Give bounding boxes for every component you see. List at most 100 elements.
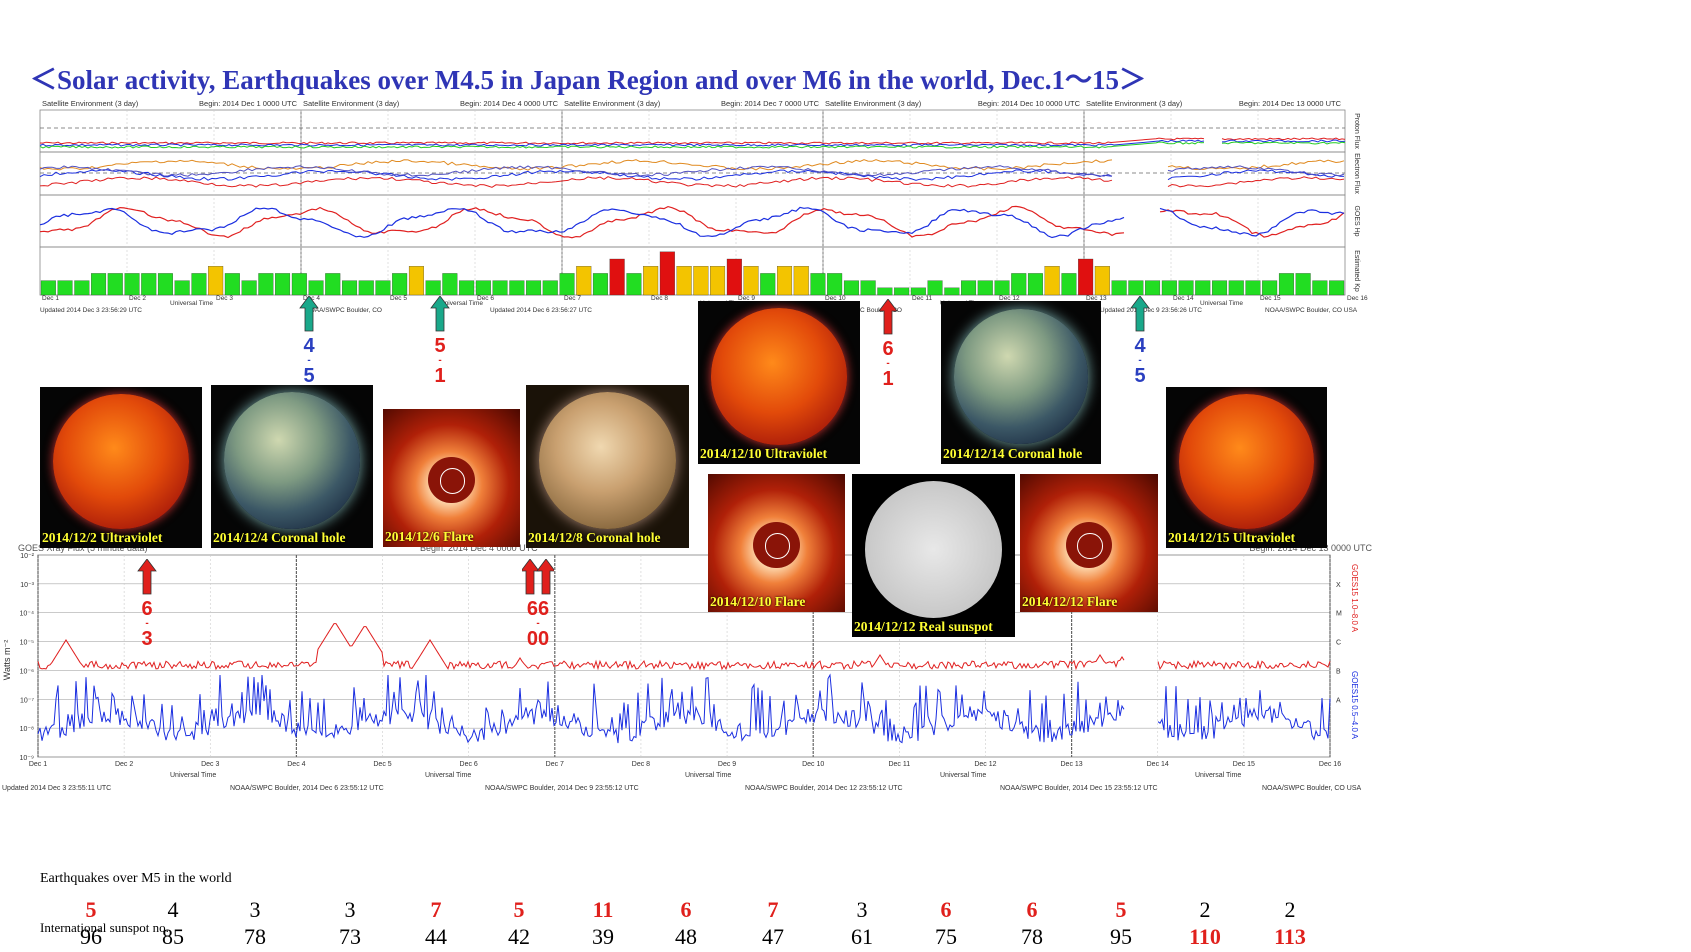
solar-image-white: 2014/12/12 Real sunspot [852,474,1015,637]
kp-bar [793,266,809,296]
top-day-label: Dec 15 [1260,295,1281,302]
kp-bar [1128,280,1144,296]
top-day-label: Dec 14 [1173,295,1194,302]
kp-bar [57,280,73,296]
kp-bar [843,280,859,296]
xray-header: GOES Xray Flux (5 minute data) [18,543,148,553]
xray-class-label: A [1336,697,1341,704]
kp-bar [777,266,793,296]
xray-day-label: Dec 3 [201,761,219,768]
earthquake-count: 3 [856,897,868,922]
event-arrow-icon [137,558,157,595]
sunspot-number: 47 [762,924,784,949]
kp-bar [559,273,575,296]
earthquake-count: 7 [767,897,779,922]
top-footer: NOAA/SWPC Boulder, CO USA [1265,307,1358,314]
xray-ylabel: Watts m⁻² [2,640,12,680]
kp-bar [375,280,391,296]
xray-ytick: 10⁻² [20,553,34,560]
kp-bar [1212,280,1228,296]
xray-footer: NOAA/SWPC Boulder, 2014 Dec 12 23:55:12 … [745,785,903,792]
top-day-label: Dec 1 [42,295,59,302]
event-magnitude-label: 4-5 [303,335,315,387]
event-arrow-icon [878,298,898,335]
xray-day-label: Dec 1 [29,761,47,768]
electron-flux-line [39,165,1345,177]
kp-bar [827,273,843,296]
kp-bar [693,266,709,296]
xray-header-begin: Begin: 2014 Dec 4 0000 UTC [420,543,538,553]
top-day-label: Dec 12 [999,295,1020,302]
kp-bar [659,251,675,296]
kp-bar [1329,280,1345,296]
top-subpanel-frame [39,151,1346,196]
xray-xlabel: Universal Time [1195,772,1241,779]
xray-ytick: 10⁻⁴ [20,611,35,618]
solar-image-flare: 2014/12/10 Flare [708,474,845,612]
top-day-label: Dec 6 [477,295,494,302]
occulter-disk-icon [753,521,800,569]
event-arrow-icon [520,558,556,595]
solar-image-caption: 2014/12/2 Ultraviolet [42,530,163,545]
top-header-left: Satellite Environment (3 day) [303,99,400,108]
kp-bar [1027,273,1043,296]
sun-disk-icon [953,309,1089,444]
xray-day-label: Dec 8 [632,761,650,768]
page-title: ＜Solar activity, Earthquakes over M4.5 i… [30,65,1147,95]
sunspot-number: 48 [675,924,697,949]
top-day-label: Dec 10 [825,295,846,302]
top-header-left: Satellite Environment (3 day) [42,99,139,108]
kp-bar [643,266,659,296]
top-footer: Updated 2014 Dec 3 23:56:29 UTC [40,307,142,314]
event-magnitude-label: 5-1 [434,335,446,387]
kp-bar [977,280,993,296]
kp-bar [576,266,592,296]
xray-right-label-blue: GOES15 0.5–4.0 A [1350,671,1359,740]
occulter-disk-icon [1065,521,1113,569]
top-xlabel: Universal Time [1200,300,1243,307]
kp-bar [743,266,759,296]
xray-class-label: X [1336,582,1341,589]
kp-bar [877,287,893,296]
top-day-label: Dec 4 [303,295,320,302]
kp-bar [1061,273,1077,296]
kp-bar [526,280,542,296]
solar-image-caption: 2014/12/15 Ultraviolet [1168,530,1296,545]
proton-flux-line [39,141,1346,149]
xray-footer: NOAA/SWPC Boulder, 2014 Dec 15 23:55:12 … [1000,785,1158,792]
kp-bar [74,280,90,296]
event-magnitude-label: 66-00 [526,598,550,650]
kp-bar [860,280,876,296]
solar-image-flare: 2014/12/6 Flare [383,409,520,547]
earthquake-count: 3 [344,897,356,922]
xray-class-label: B [1336,668,1341,675]
top-day-label: Dec 9 [738,295,755,302]
solar-image-caption: 2014/12/10 Ultraviolet [700,446,828,461]
xray-class-label: C [1336,640,1341,647]
xray-day-label: Dec 9 [718,761,736,768]
solar-image-caption: 2014/12/8 Coronal hole [528,530,661,545]
top-side-label: GOES Hp [1353,205,1360,236]
top-header-right: Begin: 2014 Dec 10 0000 UTC [978,99,1081,108]
solar-image-caption: 2014/12/4 Coronal hole [213,530,346,545]
top-day-label: Dec 5 [390,295,407,302]
kp-bar [609,258,625,296]
xray-xlabel: Universal Time [940,772,986,779]
top-footer: NOAA/SWPC Boulder, CO [305,307,382,314]
kp-bar [459,280,475,296]
solar-image-caption: 2014/12/12 Real sunspot [854,619,993,634]
earthquake-count: 3 [249,897,261,922]
sun-disk-icon [710,308,848,445]
kp-bar [91,273,107,296]
sun-disk-icon [53,393,189,530]
xray-ytick: 10⁻⁵ [20,640,34,647]
solar-image-caption: 2014/12/10 Flare [710,594,806,609]
electron-flux-line [39,159,1345,171]
earthquakes-row-label: Earthquakes over M5 in the world [40,871,232,886]
earthquake-count: 4 [167,897,179,922]
kp-bar [425,280,441,296]
earthquake-count: 6 [680,897,692,922]
xray-ytick: 10⁻⁹ [20,755,34,762]
proton-flux-line [39,137,1346,145]
solar-image-caption: 2014/12/6 Flare [385,529,474,544]
